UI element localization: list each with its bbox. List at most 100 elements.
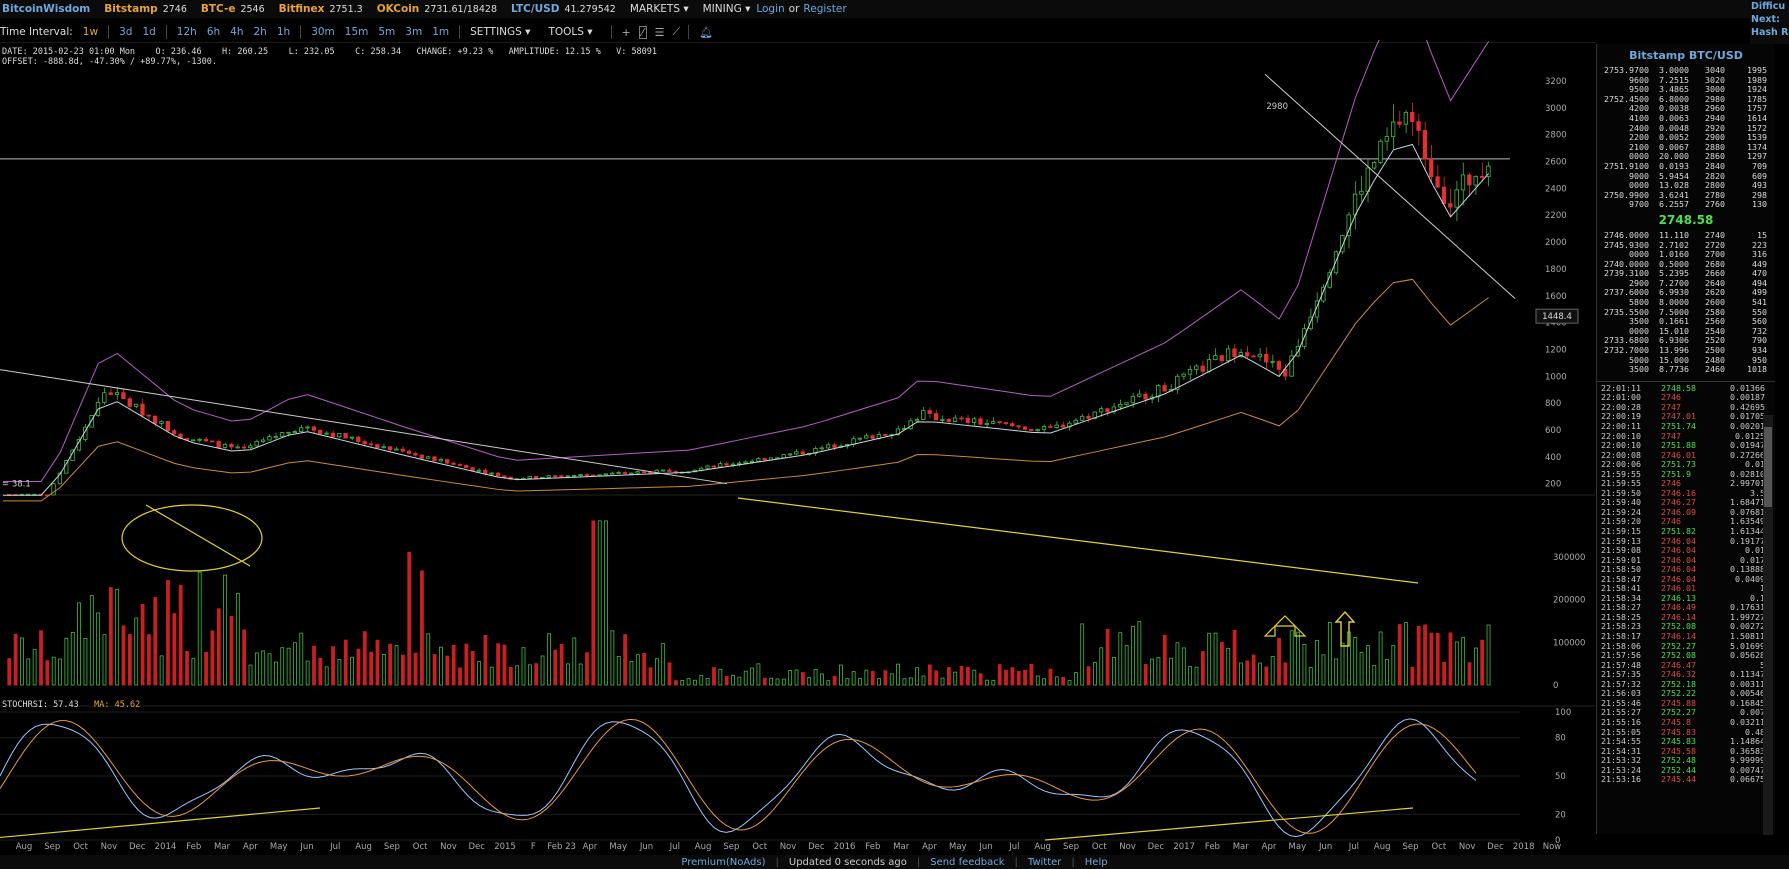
volume-bar [140, 603, 145, 686]
trade-time: 21:55:27 [1601, 707, 1641, 718]
volume-bar [858, 678, 862, 686]
orderbook-cell: 1539 [1747, 132, 1767, 143]
trade-row: 21:59:55 2751.9 0.02810 [1597, 469, 1775, 480]
trade-amount: 1.50811 [1730, 631, 1765, 642]
trade-amount: 0.00747 [1730, 764, 1765, 775]
trade-price: 2748.58 [1661, 382, 1696, 393]
interval-3d[interactable]: 3d [119, 26, 133, 38]
volume-bar [680, 680, 685, 686]
candle-body [533, 475, 539, 479]
site-logo[interactable]: BitcoinWisdom [2, 3, 91, 15]
volume-bar [470, 650, 475, 686]
volume-bar [394, 645, 399, 686]
orderbook-cell: 0000 [1629, 325, 1649, 336]
trade-time: 21:55:46 [1601, 697, 1641, 708]
candle-body [1365, 167, 1370, 192]
volume-bar [1156, 657, 1161, 686]
candle-body [413, 453, 418, 456]
exchange-bitstamp[interactable]: Bitstamp [104, 3, 158, 15]
stochrsi-value: STOCHRSI: 57.43 [2, 700, 79, 710]
trades-scrollbar[interactable] [1763, 415, 1773, 835]
time-axis-label: 2018 [1513, 842, 1535, 852]
scrollbar-thumb[interactable] [1764, 427, 1772, 507]
interval-6h[interactable]: 6h [206, 26, 221, 38]
candle-body [1213, 355, 1218, 361]
orderbook-cell: 15 [1757, 229, 1767, 240]
trade-amount: 0.007 [1740, 707, 1765, 718]
volume-bar [1480, 639, 1485, 686]
orderbook-cell: 1924 [1747, 84, 1767, 95]
trade-row: 21:59:20 2746 1.63549 [1597, 517, 1775, 527]
time-axis-label: Oct [73, 842, 88, 852]
orderbook-cell: 2540 [1705, 325, 1725, 336]
feedback-link[interactable]: Send feedback [930, 856, 1005, 868]
interval-1d[interactable]: 1d [142, 26, 156, 38]
candle-body [267, 436, 272, 441]
interval-4h[interactable]: 4h [230, 26, 244, 38]
trade-row: 22:00:28 2747 0.42695 [1597, 402, 1775, 413]
volume-bar [1448, 632, 1453, 686]
stochrsi-d-line [0, 718, 1477, 834]
interval-1m[interactable]: 1m [432, 26, 450, 38]
exchange-btce[interactable]: BTC-e [200, 3, 236, 15]
candle-body [1403, 111, 1409, 125]
interval-12h[interactable]: 12h [176, 26, 197, 38]
settings-menu[interactable]: SETTINGS ▾ [470, 26, 531, 38]
trade-time: 21:53:16 [1601, 774, 1641, 785]
orderbook-cell: 5000 [1629, 354, 1649, 365]
interval-15m[interactable]: 15m [344, 26, 369, 38]
mining-menu[interactable]: MINING ▾ [702, 3, 751, 15]
candle-body [1060, 424, 1066, 428]
orderbook-cell: 2732.7000 [1604, 345, 1649, 356]
candle-body [527, 475, 532, 479]
alert-bell-icon[interactable]: 🔔︎ [699, 25, 714, 39]
volume-bar [58, 658, 62, 686]
trade-row: 21:53:16 2745.44 0.06675 [1597, 775, 1775, 785]
interval-5m[interactable]: 5m [378, 26, 396, 38]
price-axis-label: 1000 [1545, 372, 1567, 382]
trade-price: 2745.83 [1661, 726, 1696, 737]
candle-body [127, 398, 132, 407]
interval-1w[interactable]: 1w [82, 26, 99, 38]
markets-menu[interactable]: MARKETS ▾ [629, 3, 689, 15]
volume-bar [13, 633, 18, 686]
candle-body [724, 463, 729, 466]
volume-bar [1442, 661, 1447, 686]
exchange-ltcusd[interactable]: LTC/USD [511, 3, 560, 15]
volume-bar [191, 658, 196, 686]
price-chart[interactable]: 3200300028002600240022002000180016001400… [0, 40, 1595, 855]
candle-body [565, 475, 570, 478]
volume-bar [1118, 632, 1123, 686]
candle-body [749, 460, 755, 463]
volume-bar [350, 656, 354, 686]
orderbook-cell: 3.4865 [1659, 84, 1689, 95]
candle-body [1429, 158, 1434, 178]
orderbook-row: 3500 0.1661 2560 560 [1597, 317, 1775, 327]
login-link[interactable]: Login [756, 3, 785, 15]
premium-link[interactable]: Premium(NoAds) [681, 856, 766, 868]
interval-3m[interactable]: 3m [405, 26, 423, 38]
help-link[interactable]: Help [1084, 856, 1108, 868]
orderbook-cell: 2620 [1705, 287, 1725, 298]
trade-row: 21:58:17 2746.14 1.50811 [1597, 631, 1775, 642]
tools-menu[interactable]: TOOLS ▾ [548, 26, 593, 38]
candle-body [857, 437, 863, 440]
orderbook-cell: 3040 [1705, 65, 1725, 75]
trade-price: 2746.16 [1661, 487, 1696, 498]
fib-icon[interactable]: ⟋ [672, 25, 681, 38]
interval-2h[interactable]: 2h [253, 26, 267, 38]
orderbook-cell: 5800 [1629, 297, 1649, 308]
volume-bar [534, 663, 539, 686]
twitter-link[interactable]: Twitter [1027, 856, 1062, 868]
register-link[interactable]: Register [803, 3, 847, 15]
horizontal-lines-icon[interactable]: ☰ [654, 25, 665, 39]
exchange-okcoin[interactable]: OKCoin [376, 3, 420, 15]
interval-30m[interactable]: 30m [311, 26, 335, 38]
candle-body [451, 462, 456, 465]
trendline-icon[interactable]: ⁄ [638, 25, 647, 39]
volume-bar [242, 629, 247, 686]
crosshair-icon[interactable]: + [621, 25, 631, 39]
exchange-bitfinex[interactable]: Bitfinex [278, 3, 325, 15]
interval-1h[interactable]: 1h [276, 26, 291, 38]
trade-amount: 0.05628 [1730, 650, 1765, 661]
